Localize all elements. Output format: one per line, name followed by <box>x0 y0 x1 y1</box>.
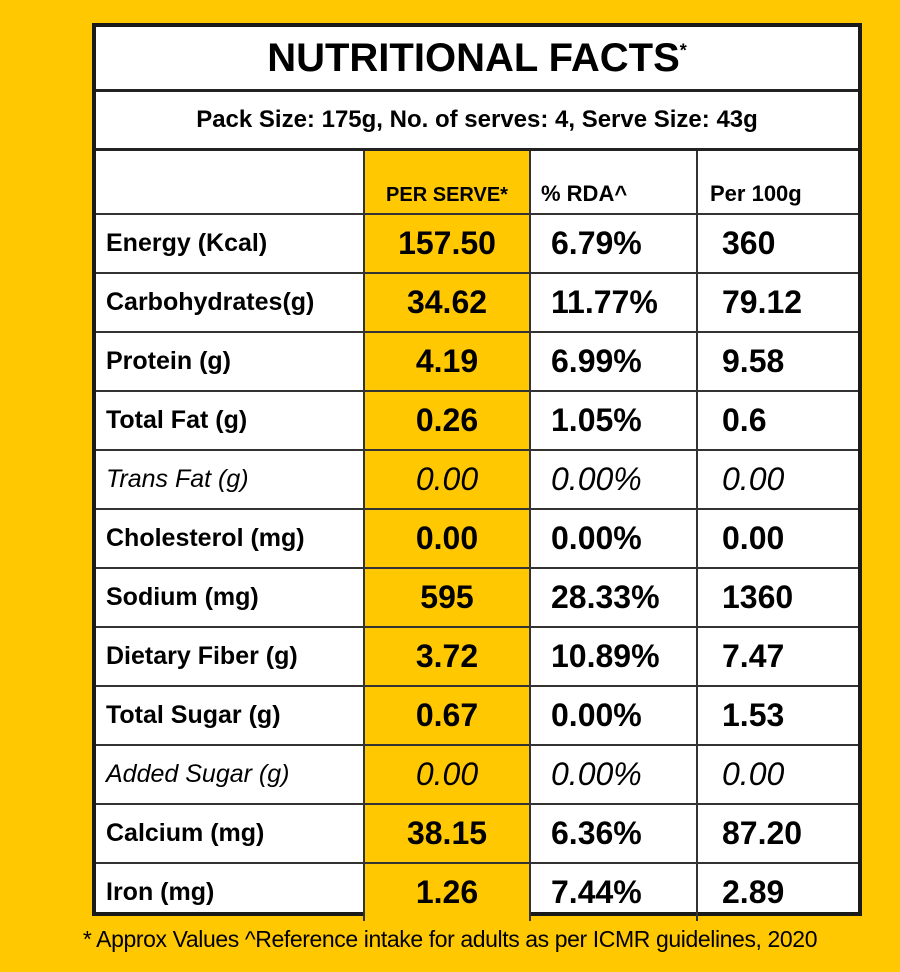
rda-value: 0.00% <box>529 449 698 510</box>
per-100g-value: 79.12 <box>696 272 858 333</box>
title-asterisk: * <box>679 40 687 61</box>
header-rda: % RDA^ <box>529 151 698 215</box>
table-row: Total Fat (g) 0.26 1.05% 0.6 <box>96 390 858 451</box>
per-serve-value: 34.62 <box>363 272 531 333</box>
nutrient-label: Calcium (mg) <box>96 803 365 864</box>
nutrient-label: Added Sugar (g) <box>96 744 365 805</box>
rda-value: 28.33% <box>529 567 698 628</box>
pack-info: Pack Size: 175g, No. of serves: 4, Serve… <box>96 92 858 151</box>
table-row: Total Sugar (g) 0.67 0.00% 1.53 <box>96 685 858 746</box>
title-text: NUTRITIONAL FACTS <box>267 35 680 80</box>
table-row: Sodium (mg) 595 28.33% 1360 <box>96 567 858 628</box>
per-100g-value: 1360 <box>696 567 858 628</box>
rda-value: 10.89% <box>529 626 698 687</box>
nutrient-label: Sodium (mg) <box>96 567 365 628</box>
header-row: PER SERVE* % RDA^ Per 100g <box>96 151 858 215</box>
table-row: Cholesterol (mg) 0.00 0.00% 0.00 <box>96 508 858 569</box>
header-per-100g: Per 100g <box>696 151 858 215</box>
rda-value: 0.00% <box>529 508 698 569</box>
per-100g-value: 0.00 <box>696 508 858 569</box>
per-serve-value: 4.19 <box>363 331 531 392</box>
nutrient-label: Iron (mg) <box>96 862 365 921</box>
rda-value: 11.77% <box>529 272 698 333</box>
per-100g-value: 87.20 <box>696 803 858 864</box>
nutrient-label: Cholesterol (mg) <box>96 508 365 569</box>
rda-value: 6.79% <box>529 213 698 274</box>
header-per-serve: PER SERVE* <box>363 151 531 215</box>
nutrient-label: Total Sugar (g) <box>96 685 365 746</box>
nutrient-label: Energy (Kcal) <box>96 213 365 274</box>
per-serve-value: 3.72 <box>363 626 531 687</box>
table-row: Added Sugar (g) 0.00 0.00% 0.00 <box>96 744 858 805</box>
rda-value: 6.99% <box>529 331 698 392</box>
per-serve-value: 38.15 <box>363 803 531 864</box>
per-serve-value: 0.26 <box>363 390 531 451</box>
per-serve-value: 595 <box>363 567 531 628</box>
nutrition-table: PER SERVE* % RDA^ Per 100g Energy (Kcal)… <box>96 151 858 921</box>
page-title: NUTRITIONAL FACTS* <box>267 36 687 81</box>
per-100g-value: 0.00 <box>696 449 858 510</box>
per-100g-value: 7.47 <box>696 626 858 687</box>
rda-value: 6.36% <box>529 803 698 864</box>
table-row: Trans Fat (g) 0.00 0.00% 0.00 <box>96 449 858 510</box>
per-100g-value: 0.6 <box>696 390 858 451</box>
table-row: Calcium (mg) 38.15 6.36% 87.20 <box>96 803 858 864</box>
per-serve-value: 0.00 <box>363 744 531 805</box>
table-row: Protein (g) 4.19 6.99% 9.58 <box>96 331 858 392</box>
per-serve-value: 157.50 <box>363 213 531 274</box>
table-row: Energy (Kcal) 157.50 6.79% 360 <box>96 213 858 274</box>
per-100g-value: 9.58 <box>696 331 858 392</box>
per-serve-value: 1.26 <box>363 862 531 921</box>
table-row: Dietary Fiber (g) 3.72 10.89% 7.47 <box>96 626 858 687</box>
rda-value: 7.44% <box>529 862 698 921</box>
per-serve-value: 0.67 <box>363 685 531 746</box>
nutrient-label: Carbohydrates(g) <box>96 272 365 333</box>
rda-value: 0.00% <box>529 744 698 805</box>
per-serve-value: 0.00 <box>363 508 531 569</box>
table-row: Carbohydrates(g) 34.62 11.77% 79.12 <box>96 272 858 333</box>
table-row: Iron (mg) 1.26 7.44% 2.89 <box>96 862 858 921</box>
title-row: NUTRITIONAL FACTS* <box>96 27 858 92</box>
per-100g-value: 2.89 <box>696 862 858 921</box>
per-100g-value: 360 <box>696 213 858 274</box>
nutrition-facts-panel: NUTRITIONAL FACTS* Pack Size: 175g, No. … <box>92 23 862 921</box>
footnote: * Approx Values ^Reference intake for ad… <box>10 926 890 953</box>
per-100g-value: 0.00 <box>696 744 858 805</box>
nutrient-label: Total Fat (g) <box>96 390 365 451</box>
footnote-text: * Approx Values ^Reference intake for ad… <box>82 926 818 952</box>
rda-value: 0.00% <box>529 685 698 746</box>
rda-value: 1.05% <box>529 390 698 451</box>
header-nutrient <box>96 151 365 215</box>
per-100g-value: 1.53 <box>696 685 858 746</box>
per-serve-value: 0.00 <box>363 449 531 510</box>
nutrient-label: Trans Fat (g) <box>96 449 365 510</box>
nutrient-label: Dietary Fiber (g) <box>96 626 365 687</box>
nutrient-label: Protein (g) <box>96 331 365 392</box>
